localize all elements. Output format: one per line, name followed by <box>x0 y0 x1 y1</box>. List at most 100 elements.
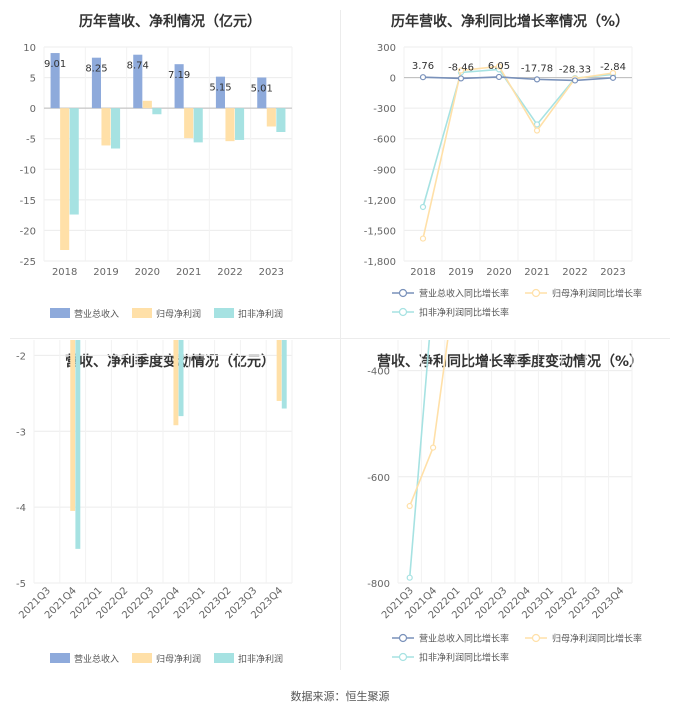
bar <box>152 108 162 115</box>
y-tick-label: 0 <box>30 104 36 115</box>
legend-label: 扣非净利润 <box>238 653 283 665</box>
legend-label: 扣非净利润同比增长率 <box>419 307 509 319</box>
point <box>457 75 465 82</box>
bar <box>276 340 282 401</box>
data-label: 5.01 <box>251 84 273 95</box>
quarterly-values-panel: 营收、净利季度变动情况（亿元）210-1-2-3-4-52021Q32021Q4… <box>0 340 340 680</box>
chart-title: 营收、净利同比增长率季度变动情况（%） <box>377 353 643 370</box>
legend-label: 扣非净利润同比增长率 <box>419 652 509 664</box>
legend-label: 归母净利润同比增长率 <box>552 288 642 300</box>
bar <box>101 108 111 146</box>
bar <box>178 340 184 417</box>
x-tick-label: 2019 <box>448 267 473 278</box>
legend-label: 归母净利润 <box>156 308 201 320</box>
annual-values-panel: 历年营收、净利情况（亿元） 10 5 0 -5 -10 -15 -20 -25 2018 2019 2… <box>0 0 340 340</box>
annual-growth-panel: 历年营收、净利同比增长率情况（%） 300 0 -300 -600 -900 -1,200 -… <box>340 0 680 340</box>
bar <box>60 108 70 250</box>
y-tick-label: -400 <box>367 367 390 378</box>
data-label: 8.25 <box>85 64 107 75</box>
bar <box>142 100 152 109</box>
bar <box>257 77 267 109</box>
y-tick-label: -3 <box>16 427 26 438</box>
point <box>419 203 427 211</box>
bar <box>235 108 245 140</box>
y-tick-label: -300 <box>373 104 396 115</box>
point <box>457 67 465 74</box>
point <box>533 121 541 128</box>
legend-swatch <box>132 308 152 318</box>
bar <box>281 340 287 409</box>
legend-label: 归母净利润 <box>156 653 201 665</box>
y-tick-label: 10 <box>23 43 36 54</box>
x-tick-label: 2021 <box>176 267 201 278</box>
y-tick-label: -1,500 <box>364 226 396 237</box>
legend-label: 营业总收入同比增长率 <box>419 633 509 645</box>
y-tick-label: -1,800 <box>364 257 396 268</box>
legend-swatch <box>50 308 70 318</box>
y-tick-label: -5 <box>16 579 26 590</box>
bar <box>70 340 76 511</box>
chart-title: 历年营收、净利情况（亿元） <box>79 13 261 30</box>
point <box>533 76 541 83</box>
point <box>571 77 579 84</box>
y-tick-label: 300 <box>377 43 396 54</box>
bar <box>133 54 143 109</box>
legend-marker <box>398 288 408 298</box>
data-label: 9.01 <box>44 59 66 70</box>
x-tick-label: 2023 <box>259 267 284 278</box>
chart-title: 历年营收、净利同比增长率情况（%） <box>391 13 629 30</box>
annual-growth-chart: 历年营收、净利同比增长率情况（%） 300 0 -300 -600 -900 -1,200 -… <box>364 13 642 319</box>
x-tick-label: 2018 <box>52 267 77 278</box>
legend-label: 营业总收入 <box>74 653 119 665</box>
quarterly-growth-panel: 营收、净利同比增长率季度变动情况（%）2000-200-400-600-8002… <box>340 340 680 680</box>
point <box>406 574 413 581</box>
legend-marker <box>398 307 408 317</box>
x-tick-label: 2023 <box>600 267 625 278</box>
quarterly-values-chart: 营收、净利季度变动情况（亿元）210-1-2-3-4-52021Q32021Q4… <box>16 340 293 665</box>
x-tick-label: 2020 <box>486 267 511 278</box>
data-label: -17.78 <box>521 63 553 74</box>
series-line <box>408 340 449 507</box>
point <box>609 74 617 81</box>
y-tick-label: -800 <box>367 579 390 590</box>
legend-swatch <box>214 308 234 318</box>
bar <box>193 108 203 143</box>
legend-label: 归母净利润同比增长率 <box>552 633 642 645</box>
bar <box>50 53 60 109</box>
series-line <box>422 65 614 239</box>
data-label: -8.46 <box>448 62 474 73</box>
x-tick-label: 2022 <box>562 267 587 278</box>
bar <box>215 76 225 109</box>
legend-swatch <box>132 653 152 663</box>
y-tick-label: -1,200 <box>364 196 396 207</box>
point <box>429 444 437 451</box>
data-label: -2.84 <box>600 62 626 73</box>
x-tick-label: 2019 <box>93 267 118 278</box>
data-label: 7.19 <box>168 70 190 81</box>
bar <box>225 108 235 142</box>
data-label: 6.05 <box>488 61 510 72</box>
y-tick-label: -2 <box>16 351 26 362</box>
point <box>495 63 503 70</box>
legend-marker <box>531 288 541 298</box>
legend-label: 营业总收入同比增长率 <box>419 288 509 300</box>
bar <box>75 340 81 549</box>
bar <box>276 108 286 132</box>
annual-values-chart: 历年营收、净利情况（亿元） 10 5 0 -5 -10 -15 -20 -25 2018 2019 2… <box>20 13 293 320</box>
legend-label: 营业总收入 <box>74 308 119 320</box>
legend-marker <box>398 652 408 662</box>
y-tick-label: -600 <box>367 473 390 484</box>
y-tick-label: -600 <box>373 135 396 146</box>
data-label: 5.15 <box>209 83 231 94</box>
x-tick-label: 2018 <box>410 267 435 278</box>
x-tick-label: 2020 <box>135 267 160 278</box>
data-source-note: 数据来源：恒生聚源 <box>290 690 390 703</box>
y-tick-label: -25 <box>20 257 36 268</box>
y-tick-label: -15 <box>20 196 36 207</box>
quarterly-growth-chart: 营收、净利同比增长率季度变动情况（%）2000-200-400-600-8002… <box>367 340 643 664</box>
bar <box>266 108 276 127</box>
y-tick-label: -20 <box>20 226 36 237</box>
legend-marker <box>398 633 408 643</box>
legend-swatch <box>214 653 234 663</box>
point <box>495 73 503 81</box>
